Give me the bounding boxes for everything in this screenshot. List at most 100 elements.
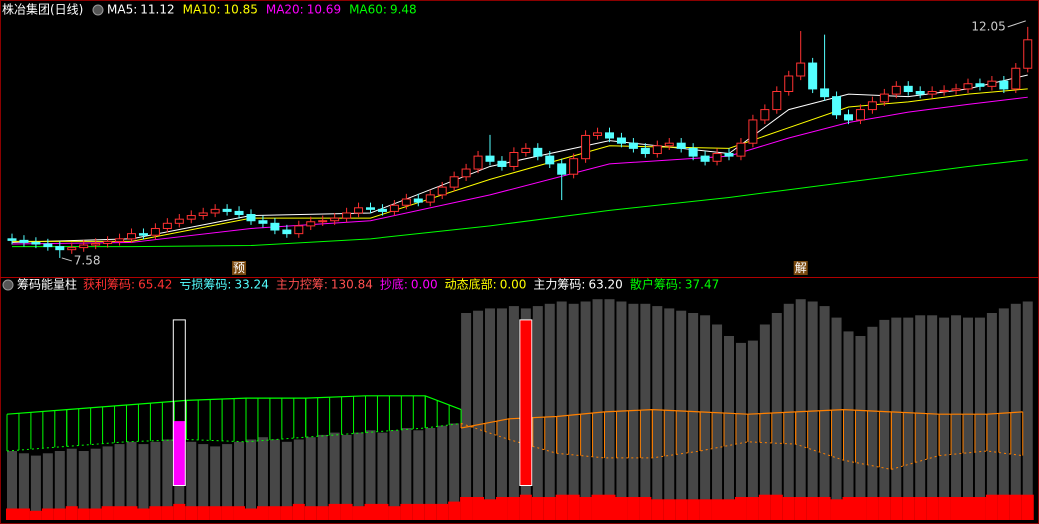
base-bar	[950, 497, 963, 520]
base-bar	[651, 499, 664, 520]
chip-bar	[652, 306, 663, 520]
candle-body	[951, 88, 961, 91]
base-bar	[495, 497, 508, 520]
base-bar	[591, 494, 604, 520]
base-bar	[221, 506, 234, 520]
candle-body	[521, 147, 531, 153]
chip-bar	[54, 451, 65, 520]
legend-label: 获利筹码:	[83, 278, 135, 292]
base-bar	[794, 497, 807, 520]
base-bar	[197, 506, 210, 520]
base-bar	[723, 499, 735, 520]
menu-icon[interactable]	[2, 279, 14, 291]
base-bar	[818, 497, 831, 520]
candle-body	[724, 153, 734, 157]
candle-body	[557, 163, 567, 175]
base-bar	[603, 494, 616, 520]
legend-value: 11.12	[140, 3, 174, 17]
base-bar	[687, 499, 700, 520]
candle-body	[628, 142, 638, 149]
base-bar	[125, 506, 138, 520]
chip-bar	[78, 451, 89, 520]
candle-body	[330, 217, 340, 222]
candle-body	[736, 142, 746, 157]
base-bar	[412, 503, 425, 520]
base-bar	[101, 506, 114, 520]
candle-body	[533, 147, 543, 157]
base-bar	[460, 497, 473, 520]
candle-body	[413, 198, 423, 203]
candle-body	[760, 109, 770, 121]
candle-body	[473, 155, 483, 170]
base-bar	[352, 506, 365, 520]
band-hatch	[460, 409, 1024, 470]
candle-body	[186, 215, 196, 220]
base-bar	[400, 503, 413, 520]
annotation-label: 12.05	[971, 19, 1005, 33]
base-bar	[938, 497, 951, 520]
chip-bar	[257, 437, 268, 520]
chip-bar	[353, 432, 364, 520]
base-bar	[245, 508, 257, 520]
base-bar	[842, 497, 855, 520]
base-bar	[484, 499, 496, 520]
base-bar	[6, 508, 18, 520]
base-bar	[746, 497, 759, 520]
chip-bar	[604, 299, 615, 520]
candle-body	[616, 137, 626, 144]
marker-box	[232, 261, 247, 275]
legend-value: 37.47	[685, 278, 719, 292]
candle-body	[7, 238, 17, 241]
base-bar	[555, 494, 568, 520]
candle-body	[103, 240, 113, 244]
chip-bar	[401, 428, 412, 520]
candle-body	[1011, 67, 1021, 90]
chip-bar	[234, 441, 245, 520]
legend-value: 33.24	[234, 278, 268, 292]
candle-body	[700, 155, 710, 162]
chip-bar	[305, 437, 316, 520]
marker-label: 预	[233, 261, 245, 275]
candle-body	[55, 246, 65, 251]
signal-outline	[519, 319, 533, 486]
base-bar	[448, 501, 461, 520]
base-bar	[29, 510, 42, 520]
candle-body	[437, 186, 447, 196]
legend-label: MA5:	[107, 3, 137, 17]
base-bar	[77, 508, 90, 520]
base-bar	[531, 497, 544, 520]
chip-bar	[102, 446, 113, 520]
ma-line	[12, 88, 1028, 242]
band-bottom	[460, 422, 1023, 470]
legend-value: 10.85	[223, 3, 257, 17]
menu-icon[interactable]	[92, 4, 104, 16]
candle-body	[605, 132, 614, 139]
chip-bar	[246, 439, 256, 520]
chip-bar	[855, 336, 866, 520]
chip-bar	[700, 315, 711, 520]
candle-body	[915, 91, 925, 95]
base-bar	[973, 497, 986, 520]
base-bar	[113, 506, 126, 520]
chip-bar	[496, 308, 507, 520]
base-bar	[41, 508, 54, 520]
candle-body	[138, 233, 148, 236]
legend-label: 主力筹码:	[533, 278, 585, 292]
base-bar	[902, 497, 915, 520]
chip-bar	[7, 451, 17, 520]
base-bar	[663, 499, 676, 520]
candle-body	[19, 239, 29, 243]
candle-body	[903, 85, 913, 93]
candle-body	[246, 214, 256, 222]
candle-body	[401, 198, 411, 206]
base-bar	[711, 499, 724, 520]
candle-body	[115, 238, 125, 242]
annotation-arrow	[1007, 20, 1026, 28]
candle-body	[772, 91, 782, 111]
chip-bar	[891, 317, 902, 520]
chip-bar	[831, 317, 842, 520]
chip-bar	[66, 448, 77, 520]
base-bar	[627, 497, 640, 520]
chip-bar	[42, 453, 53, 520]
